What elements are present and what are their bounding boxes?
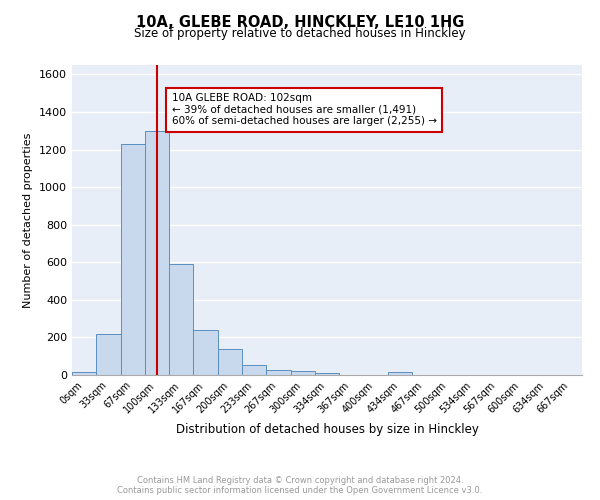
Text: 10A, GLEBE ROAD, HINCKLEY, LE10 1HG: 10A, GLEBE ROAD, HINCKLEY, LE10 1HG <box>136 15 464 30</box>
Text: 10A GLEBE ROAD: 102sqm
← 39% of detached houses are smaller (1,491)
60% of semi-: 10A GLEBE ROAD: 102sqm ← 39% of detached… <box>172 93 437 126</box>
Bar <box>193 330 218 375</box>
Bar <box>169 264 193 375</box>
Bar <box>266 370 290 375</box>
Bar <box>96 334 121 375</box>
Y-axis label: Number of detached properties: Number of detached properties <box>23 132 34 308</box>
X-axis label: Distribution of detached houses by size in Hinckley: Distribution of detached houses by size … <box>176 423 478 436</box>
Bar <box>72 372 96 375</box>
Bar <box>121 144 145 375</box>
Bar <box>145 131 169 375</box>
Bar <box>242 364 266 375</box>
Bar <box>290 371 315 375</box>
Text: Size of property relative to detached houses in Hinckley: Size of property relative to detached ho… <box>134 28 466 40</box>
Bar <box>315 373 339 375</box>
Text: Contains HM Land Registry data © Crown copyright and database right 2024.
Contai: Contains HM Land Registry data © Crown c… <box>118 476 482 495</box>
Bar <box>218 348 242 375</box>
Bar <box>388 372 412 375</box>
